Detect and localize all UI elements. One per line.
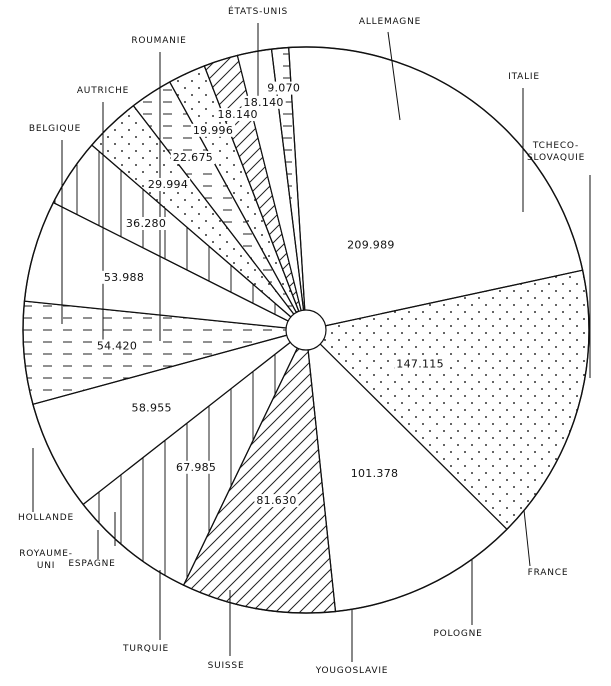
leader-line [387, 31, 401, 121]
slice-category-label: BELGIQUE [29, 124, 81, 134]
slice-value-label: 53.988 [104, 271, 144, 284]
category-label-line: FRANCE [528, 568, 569, 578]
category-label-line: SUISSE [208, 661, 245, 671]
slice-category-label: SUISSE [208, 661, 245, 671]
category-label-line: BELGIQUE [29, 124, 81, 134]
slice-category-label: ÉTATS-UNIS [228, 5, 288, 17]
slice-value-label: 58.955 [132, 401, 172, 414]
slice-category-label: HOLLANDE [18, 513, 74, 523]
slice-category-label: ESPAGNE [68, 559, 115, 569]
slice-category-label: ALLEMAGNE [359, 17, 421, 27]
slice-value-label: 19.996 [193, 124, 233, 137]
leader-lines-group [32, 23, 591, 662]
category-label-line: ROYAUME- [19, 549, 73, 559]
value-label-backdrop [123, 217, 169, 230]
category-label-line: TCHECO- [532, 141, 579, 151]
value-label-backdrop [254, 494, 299, 508]
leader-line [523, 509, 531, 567]
slice-category-label: YOUGOSLAVIE [315, 666, 389, 676]
slice-value-label: 209.989 [347, 238, 395, 251]
value-label-backdrop [129, 401, 174, 415]
slice-value-label: 22.675 [173, 151, 213, 164]
category-label-line: ESPAGNE [68, 559, 115, 569]
value-label-backdrop [394, 357, 446, 371]
category-label-line: HOLLANDE [18, 513, 74, 523]
value-label-backdrop [173, 460, 219, 474]
category-label-line: ROUMANIE [131, 36, 186, 46]
value-label-backdrop [215, 108, 260, 122]
slice-value-label: 29.994 [148, 178, 188, 191]
value-label-backdrop [190, 123, 236, 137]
slice-category-label: FRANCE [528, 568, 569, 578]
category-label-line: UNI [37, 561, 55, 571]
value-label-backdrop [145, 178, 191, 191]
slice-value-label: 54.420 [97, 340, 137, 353]
category-label-line: ÉTATS-UNIS [228, 5, 288, 17]
category-label-line: YOUGOSLAVIE [315, 666, 389, 676]
category-label-line: AUTRICHE [77, 86, 129, 96]
slice-category-label: TCHECO- SLOVAQUIE [527, 141, 585, 163]
center-hub [285, 309, 327, 351]
category-labels-group: ÉTATS-UNIS ALLEMAGNE ITALIE TCHECO- SLOVAQUI… [18, 5, 585, 676]
category-label-line: SLOVAQUIE [527, 153, 585, 163]
category-label-line: ITALIE [508, 72, 540, 82]
slice-category-label: ROUMANIE [131, 36, 186, 46]
category-label-line: TURQUIE [122, 644, 169, 654]
slice-category-label: ITALIE [508, 72, 540, 82]
category-label-line: ALLEMAGNE [359, 17, 421, 27]
slice-value-label: 67.985 [176, 461, 216, 474]
slice-category-label: POLOGNE [433, 629, 482, 639]
slice-category-label: ROYAUME- UNI [19, 549, 73, 571]
value-label-backdrop [241, 95, 286, 109]
value-label-backdrop [101, 270, 147, 284]
slice-value-label: 81.630 [256, 494, 296, 507]
pie-outline [22, 46, 590, 614]
slice-value-label: 147.115 [396, 357, 444, 370]
value-labels-group: 209.989 147.115 101.378 81.630 67.985 58.955 5… [94, 81, 446, 508]
category-label-line: POLOGNE [433, 629, 482, 639]
slice-category-label: TURQUIE [122, 644, 169, 654]
slice-value-label: 9.070 [267, 82, 300, 95]
value-label-backdrop [348, 466, 401, 480]
slice-category-label: AUTRICHE [77, 86, 129, 96]
slice-value-label: 18.140 [243, 96, 283, 109]
value-label-backdrop [170, 151, 216, 165]
value-label-backdrop [345, 238, 397, 252]
slice-value-label: 101.378 [351, 467, 399, 480]
slice-value-label: 36.280 [126, 217, 166, 230]
value-label-backdrop [265, 81, 303, 95]
slice-value-label: 18.140 [218, 108, 258, 121]
value-label-backdrop [94, 339, 140, 353]
